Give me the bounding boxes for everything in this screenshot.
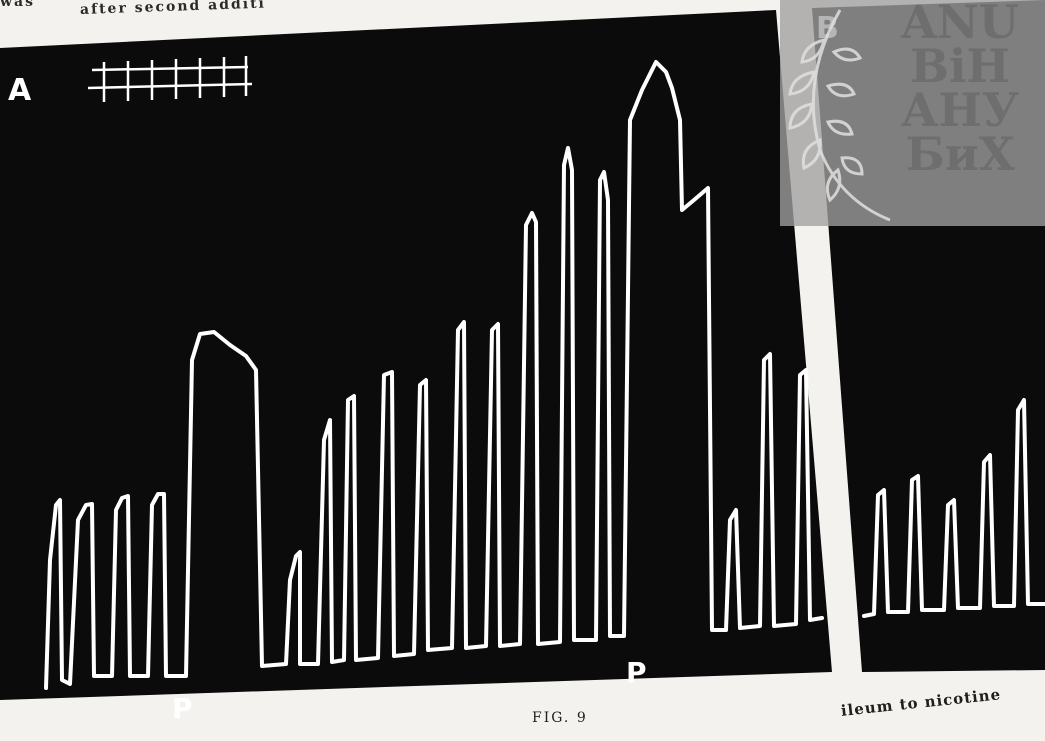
- laurel-leaves-icon: [788, 9, 891, 222]
- panel-a-trace: [44, 60, 824, 690]
- header-line-1: was: [0, 0, 36, 10]
- panel-b-trace: [862, 398, 1045, 618]
- figure-caption: FIG. 9: [532, 710, 588, 726]
- header-text: was after second additi: [0, 0, 560, 18]
- calibration-grid: [87, 56, 253, 102]
- watermark-line-3: АНУ: [900, 83, 1020, 137]
- watermark-line-2: BiH: [910, 39, 1010, 93]
- watermark-line-4: БиХ: [905, 127, 1015, 181]
- panel-a-label: A: [8, 73, 32, 108]
- marker-p-2: P: [626, 656, 647, 689]
- watermark-text: ANU BiH АНУ БиХ: [885, 0, 1035, 181]
- marker-p-1: P: [172, 692, 193, 725]
- watermark-line-1: ANU: [901, 0, 1019, 49]
- watermark: ANU BiH АНУ БиХ: [780, 0, 1045, 226]
